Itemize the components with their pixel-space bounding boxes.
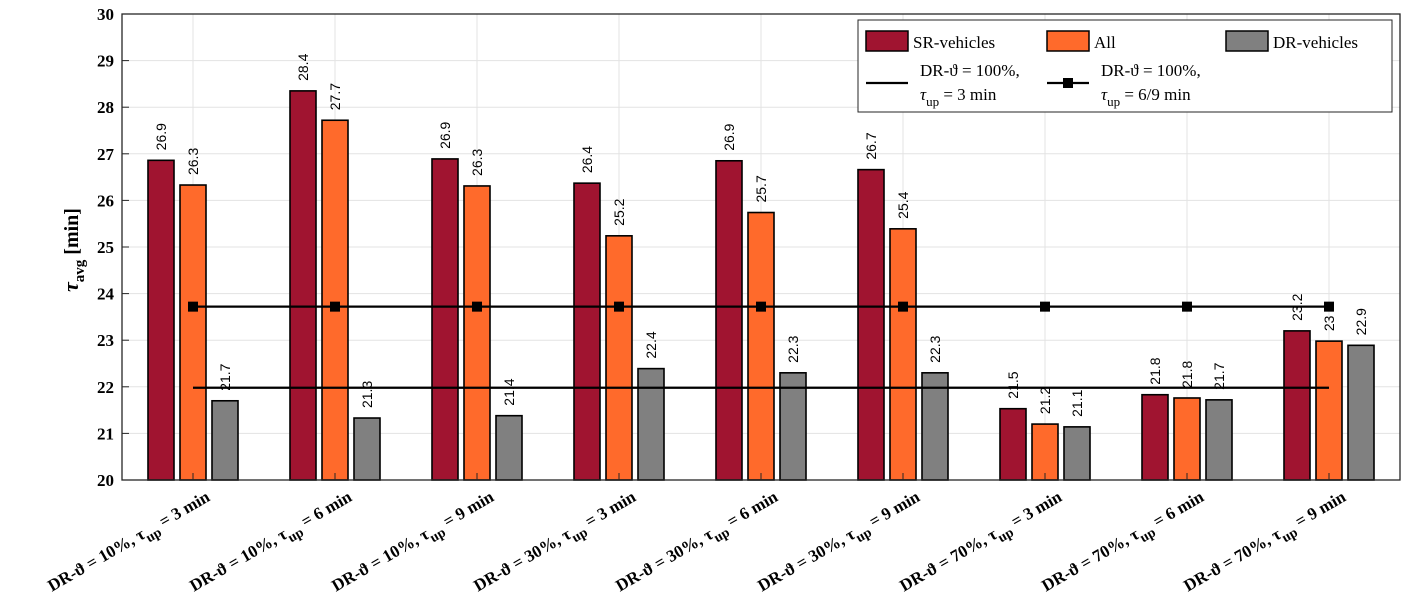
legend-swatch-sr-vehicles	[865, 30, 909, 52]
bar-sr-vehicles-5	[857, 168, 885, 481]
bar-sr-vehicles-0	[147, 159, 175, 481]
bar-dr-vehicles-5	[921, 372, 949, 481]
y-tick-label: 22	[97, 378, 114, 397]
legend-marker	[1063, 78, 1073, 88]
y-tick-label: 27	[97, 145, 115, 164]
bar-dr-vehicles-7	[1205, 399, 1233, 481]
bar-sr-vehicles-1	[289, 90, 317, 481]
data-label: 22.3	[785, 335, 801, 362]
bar-sr-vehicles-2	[431, 158, 459, 481]
data-label: 26.7	[863, 132, 879, 159]
reference-marker	[472, 301, 482, 312]
bar-dr-vehicles-4	[779, 372, 807, 481]
data-label: 26.9	[721, 123, 737, 150]
legend-swatch-all	[1046, 30, 1090, 52]
data-label: 21.7	[1211, 362, 1227, 389]
bar-all-2	[463, 185, 491, 481]
bar-all-0	[179, 184, 207, 481]
data-label: 22.4	[643, 331, 659, 358]
data-label: 21.5	[1005, 371, 1021, 398]
reference-marker	[1324, 301, 1334, 312]
data-label: 26.3	[469, 148, 485, 175]
y-tick-label: 20	[97, 471, 114, 490]
legend-box	[857, 19, 1393, 113]
reference-marker	[330, 301, 340, 312]
data-label: 25.7	[753, 175, 769, 202]
data-label: 22.3	[927, 335, 943, 362]
legend-label: DR-vehicles	[1273, 33, 1358, 52]
bar-sr-vehicles-6	[999, 407, 1027, 481]
y-tick-label: 23	[97, 331, 114, 350]
data-label: 26.3	[185, 148, 201, 175]
bar-all-3	[605, 235, 633, 481]
y-tick-label: 30	[97, 5, 114, 24]
bar-all-5	[889, 228, 917, 481]
bar-dr-vehicles-6	[1063, 426, 1091, 481]
data-label: 25.4	[895, 191, 911, 218]
data-label: 21.2	[1037, 387, 1053, 414]
bar-dr-vehicles-2	[495, 414, 523, 481]
reference-marker	[614, 301, 624, 312]
bar-all-1	[321, 119, 349, 481]
data-label: 21.8	[1179, 361, 1195, 388]
bar-sr-vehicles-7	[1141, 393, 1169, 481]
bar-sr-vehicles-4	[715, 159, 743, 481]
reference-marker	[1182, 301, 1192, 312]
bar-all-4	[747, 211, 775, 481]
legend-label: DR-ϑ = 100%,	[920, 61, 1020, 80]
y-tick-label: 25	[97, 238, 114, 257]
legend-label: All	[1094, 33, 1116, 52]
data-label: 23	[1321, 315, 1337, 331]
y-tick-label: 28	[97, 98, 114, 117]
legend-label: DR-ϑ = 100%,	[1101, 61, 1201, 80]
reference-marker	[898, 301, 908, 312]
bar-all-6	[1031, 423, 1059, 481]
bar-dr-vehicles-1	[353, 417, 381, 481]
data-label: 26.9	[437, 121, 453, 148]
data-label: 21.7	[217, 363, 233, 390]
bar-dr-vehicles-8	[1347, 344, 1375, 481]
data-label: 27.7	[327, 83, 343, 110]
y-tick-label: 29	[97, 52, 114, 71]
reference-marker	[1040, 301, 1050, 312]
bar-all-7	[1173, 397, 1201, 481]
bar-dr-vehicles-0	[211, 399, 239, 481]
bar-all-8	[1315, 340, 1343, 481]
y-axis-label: τavg [min]	[58, 208, 88, 292]
y-tick-label: 24	[97, 285, 115, 304]
data-label: 21.4	[501, 378, 517, 405]
legend-label: τup = 3 min	[920, 85, 997, 109]
legend-swatch-dr-vehicles	[1225, 30, 1269, 52]
data-label: 26.9	[153, 123, 169, 150]
data-label: 26.4	[579, 146, 595, 173]
reference-marker	[188, 301, 198, 312]
data-label: 21.3	[359, 381, 375, 408]
data-label: 28.4	[295, 53, 311, 80]
bar-sr-vehicles-8	[1283, 330, 1311, 481]
y-tick-label: 26	[97, 191, 114, 210]
legend-label: SR-vehicles	[913, 33, 995, 52]
data-label: 21.1	[1069, 389, 1085, 416]
bar-sr-vehicles-3	[573, 182, 601, 481]
data-label: 22.9	[1353, 308, 1369, 335]
bar-dr-vehicles-3	[637, 367, 665, 481]
legend: SR-vehicles All DR-vehicles DR-ϑ = 100%, τup…	[857, 19, 1393, 113]
legend-label: τup = 6/9 min	[1101, 85, 1191, 109]
y-tick-label: 21	[97, 424, 114, 443]
data-label: 21.8	[1147, 357, 1163, 384]
data-label: 25.2	[611, 198, 627, 225]
reference-marker	[756, 301, 766, 312]
